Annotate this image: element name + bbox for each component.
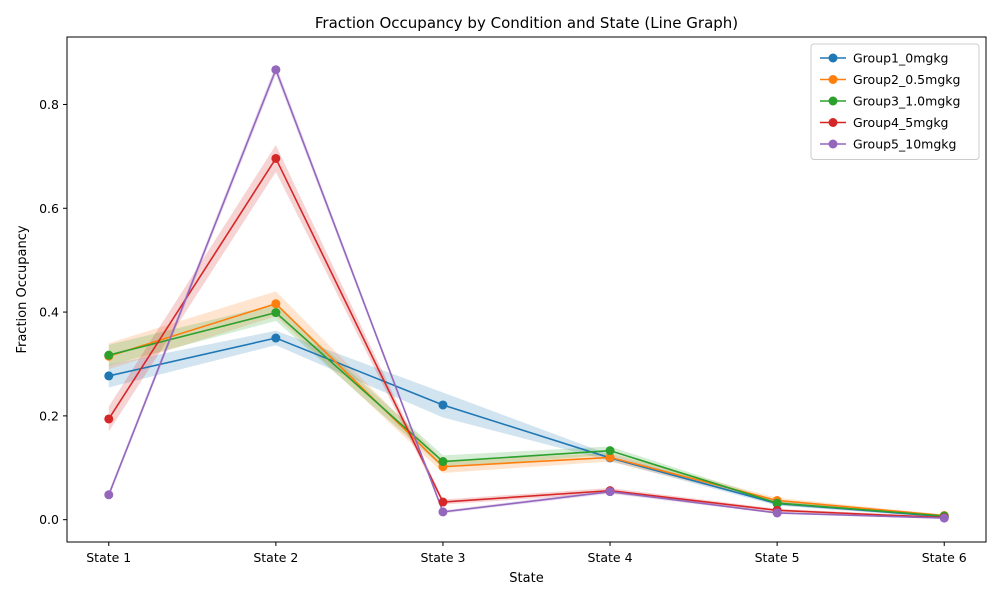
y-tick-label: 0.4: [39, 305, 59, 320]
x-tick-label: State 2: [253, 550, 298, 565]
y-axis-title: Fraction Occupancy: [15, 225, 30, 353]
line-series-5: [108, 67, 945, 519]
band-series-2: [108, 291, 945, 517]
x-tick-label: State 1: [86, 550, 131, 565]
legend-marker-4: [828, 118, 838, 127]
band-series-3: [108, 304, 945, 518]
chart-title: Fraction Occupancy by Condition and Stat…: [315, 14, 738, 32]
series-lines: [108, 67, 945, 519]
axes: State 1 State 2 State 3 State 4 State 5 State…: [39, 36, 987, 565]
x-tick-label: State 5: [755, 550, 800, 565]
x-tick-label: State 4: [588, 550, 633, 565]
point-series-1-2: [271, 333, 281, 343]
point-series-3-1: [104, 350, 114, 360]
y-tick-label: 0.0: [39, 512, 59, 527]
series-markers: [104, 65, 949, 523]
point-series-4-3: [438, 497, 448, 507]
point-series-5-4: [605, 487, 615, 497]
point-series-4-1: [104, 414, 114, 424]
point-series-1-1: [104, 371, 114, 381]
point-series-5-1: [104, 490, 114, 500]
legend-marker-2: [828, 75, 838, 84]
point-series-2-2: [271, 299, 281, 309]
point-series-5-5: [772, 508, 782, 518]
legend-label-1: Group1_0mgkg: [853, 51, 949, 66]
point-series-3-3: [438, 457, 448, 467]
legend-label-4: Group4_5mgkg: [853, 115, 949, 130]
point-series-1-3: [438, 400, 448, 410]
x-tick-label: State 6: [922, 550, 967, 565]
legend-box: [810, 43, 980, 160]
y-tick-label: 0.8: [39, 97, 59, 112]
legend-marker-1: [828, 53, 838, 63]
point-series-4-2: [271, 153, 281, 163]
point-series-5-6: [939, 513, 949, 523]
point-series-3-4: [605, 446, 615, 456]
line-series-2: [108, 302, 945, 517]
point-series-5-3: [438, 507, 448, 517]
y-tick-label: 0.6: [39, 201, 59, 216]
legend: Group1_0mgkg Group2_0.5mgkg Group3_1.0mgkg…: [810, 43, 980, 160]
line-series-4: [108, 156, 945, 519]
x-axis-title: State: [509, 571, 543, 586]
plot-frame: [66, 36, 987, 543]
point-series-3-2: [271, 308, 281, 318]
point-series-2-4: [605, 452, 615, 462]
legend-marker-3: [828, 96, 838, 106]
line-series-3: [108, 311, 945, 517]
band-series-4: [108, 144, 945, 519]
legend-marker-5: [828, 139, 838, 149]
legend-label-3: Group3_1.0mgkg: [853, 94, 960, 109]
y-tick-label: 0.2: [39, 408, 59, 423]
x-tick-label: State 3: [420, 550, 465, 565]
legend-label-5: Group5_10mgkg: [853, 137, 956, 152]
band-series-1: [108, 330, 945, 518]
point-series-5-2: [271, 65, 281, 75]
legend-label-2: Group2_0.5mgkg: [853, 72, 960, 87]
point-series-3-5: [772, 498, 782, 508]
